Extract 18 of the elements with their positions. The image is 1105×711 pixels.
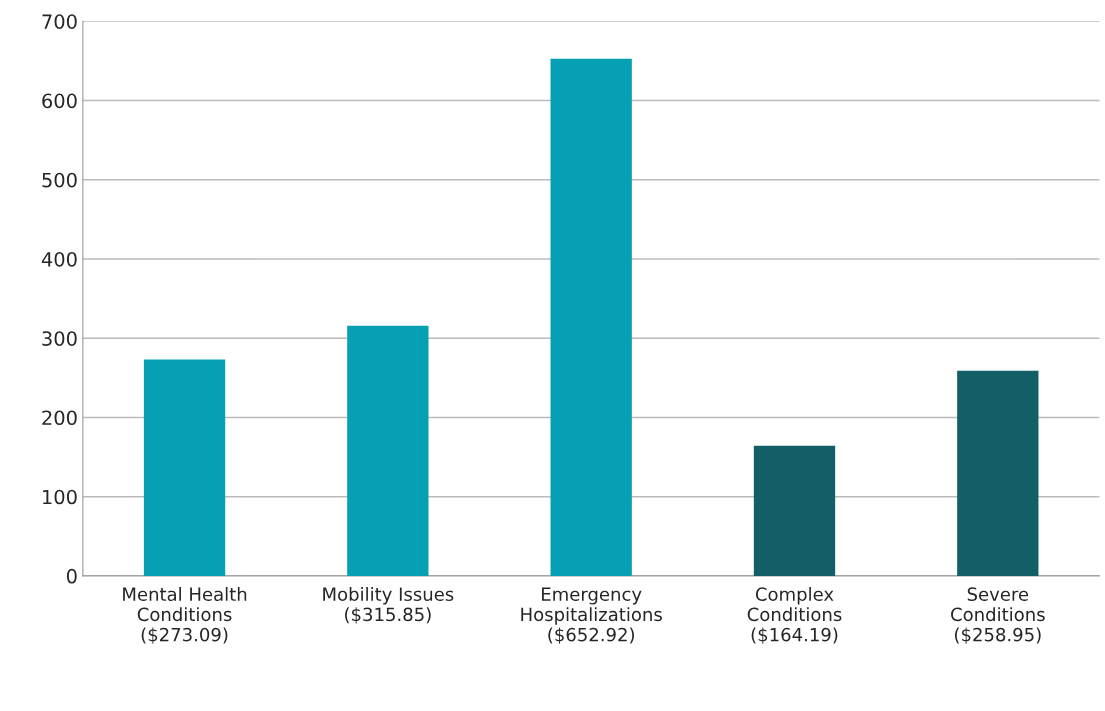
x-tick-label: Mobility Issues ($315.85) (323, 587, 454, 624)
bar (957, 370, 1039, 576)
y-tick-label: 700 (42, 14, 77, 29)
y-tick-label: 300 (42, 331, 77, 346)
x-tick-label: Mental Health Conditions ($273.09) (123, 587, 247, 644)
x-tick-label: Complex Conditions ($164.19) (747, 587, 842, 644)
x-tick-label: Emergency Hospitalizations ($652.92) (521, 587, 662, 644)
y-tick-label: 400 (41, 251, 77, 267)
y-tick-label: 100 (43, 489, 77, 505)
bar (143, 359, 226, 576)
x-tick-label: Severe Conditions ($258.95) (951, 587, 1045, 644)
bar (550, 58, 632, 576)
y-tick-label: 200 (42, 410, 77, 426)
y-tick-label: 0 (66, 568, 77, 584)
y-tick-label: 500 (42, 172, 77, 188)
bar (753, 445, 836, 576)
bar (347, 325, 429, 576)
y-tick-label: 600 (42, 93, 77, 109)
